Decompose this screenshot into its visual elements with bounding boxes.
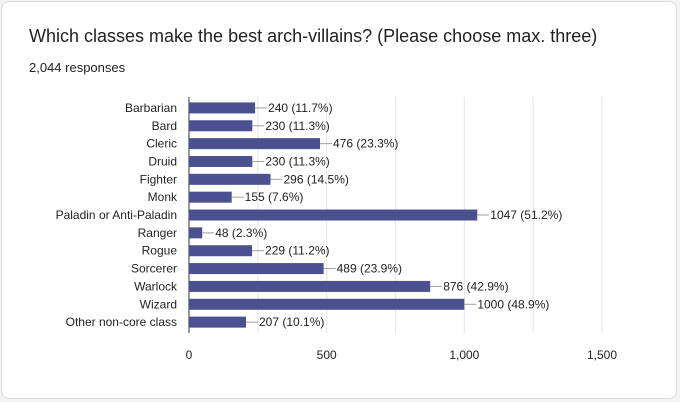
bar: [189, 263, 324, 275]
bar: [189, 191, 232, 203]
category-label: Wizard: [140, 297, 177, 311]
data-label: 207 (10.1%): [259, 315, 324, 329]
category-label: Druid: [148, 154, 177, 168]
data-label: 155 (7.6%): [245, 190, 304, 204]
category-label: Rogue: [142, 244, 178, 258]
category-label: Paladin or Anti-Paladin: [56, 208, 177, 222]
data-label: 476 (23.3%): [333, 137, 398, 151]
category-label: Warlock: [134, 279, 178, 293]
response-count: 2,044 responses: [29, 60, 126, 75]
data-label: 489 (23.9%): [337, 262, 402, 276]
x-tick-label: 1,500: [587, 348, 617, 362]
category-label: Other non-core class: [66, 315, 177, 329]
chart-title: Which classes make the best arch-villain…: [29, 26, 598, 46]
category-label: Monk: [148, 190, 178, 204]
bar: [189, 209, 478, 221]
bar: [189, 227, 203, 239]
category-label: Bard: [152, 119, 177, 133]
data-label: 240 (11.7%): [268, 101, 332, 115]
bar: [189, 173, 271, 185]
category-label: Ranger: [138, 226, 177, 240]
data-label: 876 (42.9%): [443, 279, 508, 293]
category-label: Cleric: [146, 137, 177, 151]
category-label: Fighter: [140, 172, 177, 186]
data-label: 230 (11.3%): [265, 154, 329, 168]
data-label: 229 (11.2%): [265, 244, 329, 258]
data-label: 1000 (48.9%): [477, 297, 549, 311]
bar: [189, 138, 321, 150]
data-label: 296 (14.5%): [283, 172, 348, 186]
category-label: Barbarian: [125, 101, 177, 115]
bar: [189, 280, 431, 292]
x-tick-label: 0: [186, 348, 193, 362]
x-tick-label: 500: [317, 348, 337, 362]
bar: [189, 120, 253, 132]
bar: [189, 155, 253, 167]
x-tick-label: 1,000: [449, 348, 479, 362]
bar: [189, 245, 253, 257]
bar: [189, 316, 246, 328]
bar: [189, 102, 256, 114]
bar: [189, 298, 465, 310]
category-label: Sorcerer: [131, 262, 177, 276]
data-label: 48 (2.3%): [215, 226, 267, 240]
data-label: 230 (11.3%): [265, 119, 329, 133]
data-label: 1047 (51.2%): [490, 208, 562, 222]
